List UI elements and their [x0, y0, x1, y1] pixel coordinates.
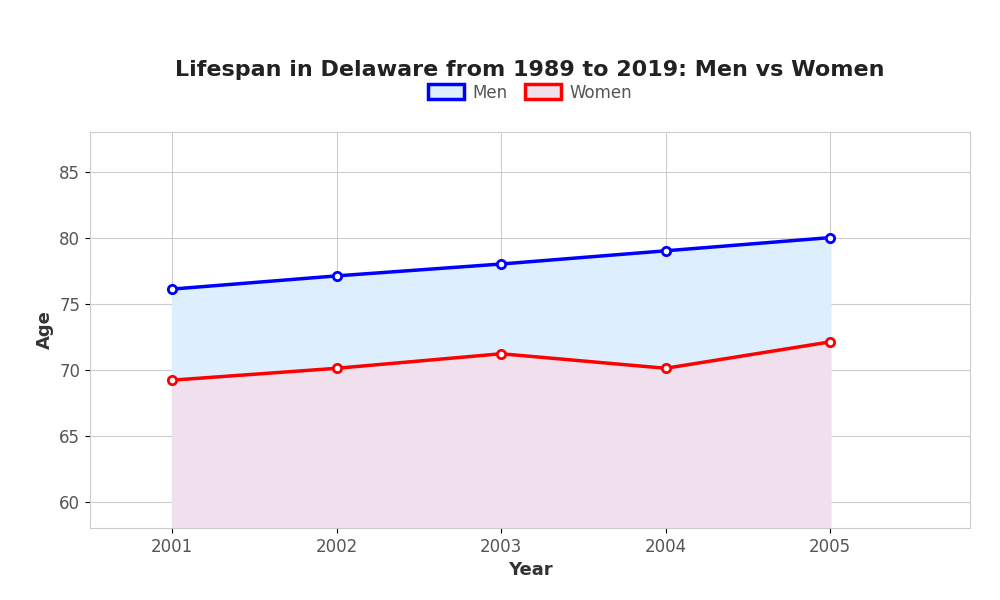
Legend: Men, Women: Men, Women	[421, 77, 639, 109]
Y-axis label: Age: Age	[36, 311, 54, 349]
X-axis label: Year: Year	[508, 561, 552, 579]
Title: Lifespan in Delaware from 1989 to 2019: Men vs Women: Lifespan in Delaware from 1989 to 2019: …	[175, 61, 885, 80]
